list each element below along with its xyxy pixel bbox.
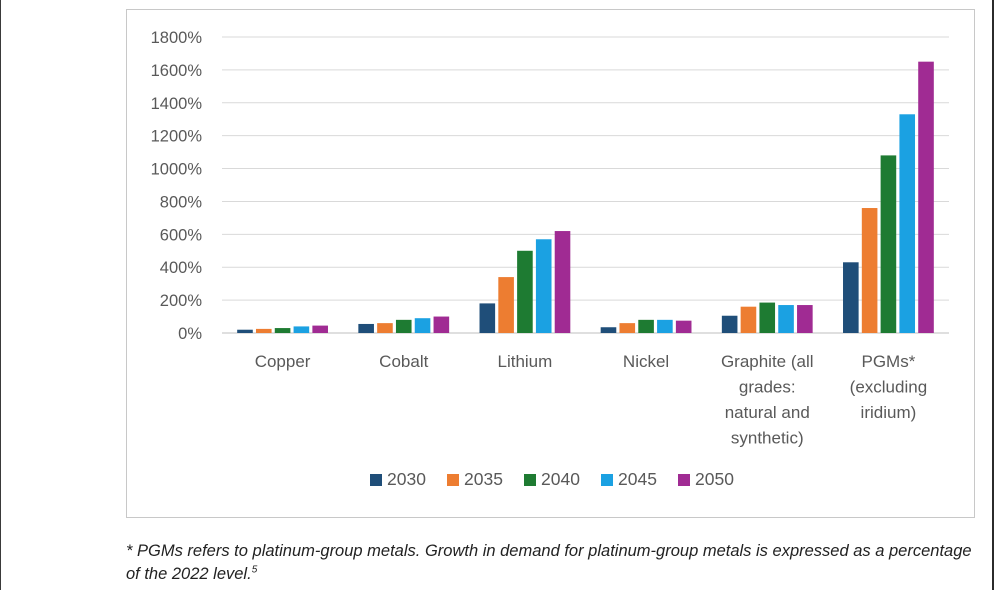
bar-2050 xyxy=(433,316,450,333)
bar-2030 xyxy=(237,329,253,333)
bar-2040 xyxy=(395,319,412,333)
page-right-border xyxy=(992,0,994,590)
x-tick-label: natural and xyxy=(725,403,810,422)
page-left-border xyxy=(0,0,1,590)
y-tick-label: 1000% xyxy=(151,161,203,179)
bar-2045 xyxy=(657,319,673,333)
legend-label: 2045 xyxy=(618,469,657,489)
y-tick-label: 0% xyxy=(178,325,202,343)
legend-swatch-2045 xyxy=(601,474,613,486)
x-tick-label: Nickel xyxy=(623,352,669,371)
y-tick-label: 600% xyxy=(160,226,203,244)
legend-label: 2035 xyxy=(464,469,503,489)
legend-label: 2050 xyxy=(695,469,734,489)
chart-frame: 0% 200% 400% 600% 800% 1000% 1200% 1400% 1600% 18… xyxy=(126,9,975,518)
bar-2030 xyxy=(358,323,374,333)
legend-swatch-2030 xyxy=(370,474,382,486)
y-tick-label: 800% xyxy=(160,193,203,211)
x-tick-label: PGMs* xyxy=(861,352,915,371)
bar-2035 xyxy=(498,277,514,333)
x-tick-label: Lithium xyxy=(498,352,553,371)
bar-2045 xyxy=(293,326,310,333)
bar-2050 xyxy=(918,61,934,334)
y-tick-label: 1200% xyxy=(151,128,203,146)
x-tick-label: grades: xyxy=(739,378,796,397)
x-tick-label: Cobalt xyxy=(379,352,428,371)
x-tick-label: synthetic) xyxy=(731,429,804,448)
legend-label: 2030 xyxy=(387,469,426,489)
bar-2050 xyxy=(797,305,813,333)
bar-2045 xyxy=(899,114,916,334)
bar-2035 xyxy=(619,323,636,333)
x-tick-label: Copper xyxy=(255,352,311,371)
bar-2050 xyxy=(554,231,571,333)
bar-2045 xyxy=(414,318,431,333)
bar-2040 xyxy=(880,155,897,333)
footnote-ref: 5 xyxy=(251,564,258,576)
footnote: * PGMs refers to platinum-group metals. … xyxy=(126,540,986,586)
y-tick-label: 1800% xyxy=(151,29,203,47)
bar-2040 xyxy=(274,328,291,333)
bar-2040 xyxy=(759,302,776,333)
legend-label: 2040 xyxy=(541,469,580,489)
bar-2030 xyxy=(721,315,738,333)
bar-2040 xyxy=(638,319,654,333)
bar-2030 xyxy=(843,262,859,333)
x-tick-label: (excluding xyxy=(850,378,928,397)
x-tick-label: iridium) xyxy=(861,403,917,422)
bar-2040 xyxy=(517,250,533,333)
bar-2050 xyxy=(312,325,328,333)
bar-2045 xyxy=(778,305,794,333)
legend-swatch-2035 xyxy=(447,474,459,486)
bar-2045 xyxy=(535,239,552,333)
bar-2050 xyxy=(675,320,692,333)
bar-2030 xyxy=(600,327,617,333)
bar-2035 xyxy=(377,323,393,333)
legend-swatch-2040 xyxy=(524,474,536,486)
bar-chart: 0% 200% 400% 600% 800% 1000% 1200% 1400% 1600% 18… xyxy=(151,29,949,489)
bar-2035 xyxy=(255,328,272,333)
bar-2030 xyxy=(479,303,496,333)
x-tick-label: Graphite (all xyxy=(721,352,814,371)
y-tick-label: 200% xyxy=(160,292,203,310)
y-tick-label: 400% xyxy=(160,259,203,277)
bar-2035 xyxy=(861,208,878,333)
bar-2035 xyxy=(740,306,757,333)
y-tick-label: 1400% xyxy=(151,95,203,113)
footnote-text: * PGMs refers to platinum-group metals. … xyxy=(126,542,972,583)
legend-swatch-2050 xyxy=(678,474,690,486)
y-tick-label: 1600% xyxy=(151,62,203,80)
